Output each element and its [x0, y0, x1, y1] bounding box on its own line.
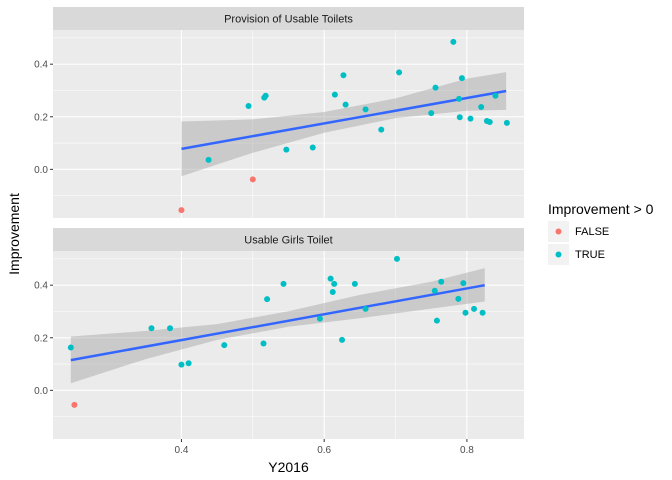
data-point-true — [492, 92, 499, 99]
data-point-true — [503, 119, 510, 126]
legend-title: Improvement > 0 — [548, 201, 654, 217]
data-point-true — [458, 75, 465, 82]
facet-panel: Provision of Usable Toilets 0.0 0.2 0.4 — [34, 7, 524, 218]
data-point-true — [280, 280, 287, 287]
data-point-true — [327, 275, 334, 282]
x-tick-label: 0.8 — [460, 445, 474, 456]
data-point-true — [342, 101, 349, 108]
data-point-true — [478, 104, 485, 111]
y-tick-label: 0.4 — [34, 60, 48, 71]
data-point-true — [148, 325, 155, 332]
facet-panel: Usable Girls Toilet 0.0 0.2 0.4 0.4 0.6 0.8 — [34, 228, 524, 456]
data-point-true — [205, 156, 212, 163]
facet-strip-label: Usable Girls Toilet — [244, 235, 332, 247]
trend-line — [70, 283, 485, 362]
legend-label: TRUE — [575, 249, 605, 261]
trend-line — [181, 89, 507, 151]
y-tick-label: 0.0 — [34, 165, 48, 176]
data-point-true — [340, 72, 347, 79]
data-point-true — [428, 110, 435, 117]
y-tick-label: 0.2 — [34, 333, 48, 344]
data-point-true — [329, 289, 336, 296]
data-point-true — [431, 287, 438, 294]
data-point-true — [455, 295, 462, 302]
data-point-true — [262, 92, 269, 99]
data-point-false — [249, 176, 256, 183]
data-point-true — [264, 296, 271, 303]
data-point-true — [479, 309, 486, 316]
data-point-true — [339, 336, 346, 343]
data-point-true — [378, 126, 385, 133]
data-point-true — [393, 255, 400, 262]
confidence-band — [70, 268, 485, 384]
data-point-true — [221, 342, 228, 349]
data-point-true — [351, 280, 358, 287]
panel-background — [53, 30, 524, 218]
data-point-true — [362, 305, 369, 312]
y-tick-label: 0.4 — [34, 281, 48, 292]
legend: Improvement > 0 FALSE TRUE — [548, 201, 654, 265]
data-point-true — [178, 361, 185, 368]
legend-entries: FALSE TRUE — [548, 221, 609, 265]
facet-strip — [53, 228, 524, 251]
confidence-band — [181, 72, 507, 177]
data-point-true — [486, 119, 493, 126]
data-point-true — [316, 315, 323, 322]
facet-strip — [53, 7, 524, 30]
data-point-true — [396, 69, 403, 76]
data-point-true — [471, 305, 478, 312]
panels-layer: Provision of Usable Toilets0.00.20.4Usab… — [34, 7, 524, 456]
data-point-false — [71, 401, 78, 408]
data-point-true — [331, 91, 338, 98]
y-axis-title: Improvement — [6, 193, 22, 275]
data-point-true — [433, 317, 440, 324]
data-point-true — [283, 146, 290, 153]
data-point-true — [456, 95, 463, 102]
data-point-true — [309, 144, 316, 151]
data-point-true — [167, 325, 174, 332]
x-tick-label: 0.6 — [317, 445, 331, 456]
data-point-true — [331, 280, 338, 287]
data-point-true — [185, 360, 192, 367]
data-point-true — [362, 106, 369, 113]
legend-dot-false — [555, 228, 562, 235]
data-point-true — [260, 340, 267, 347]
panel-background — [53, 251, 524, 439]
legend-dot-true — [555, 251, 562, 258]
facet-strip-label: Provision of Usable Toilets — [224, 14, 353, 26]
data-point-true — [460, 280, 467, 287]
x-tick-label: 0.4 — [175, 445, 189, 456]
data-point-true — [67, 344, 74, 351]
data-point-true — [432, 84, 439, 91]
y-tick-label: 0.0 — [34, 386, 48, 397]
legend-label: FALSE — [575, 226, 609, 238]
data-point-false — [178, 207, 185, 214]
x-axis-title: Y2016 — [268, 459, 309, 475]
data-point-true — [462, 309, 469, 316]
y-tick-label: 0.2 — [34, 112, 48, 123]
data-point-true — [450, 38, 457, 45]
data-point-true — [456, 114, 463, 121]
data-point-true — [438, 278, 445, 285]
data-point-true — [245, 102, 252, 109]
data-point-true — [467, 115, 474, 122]
